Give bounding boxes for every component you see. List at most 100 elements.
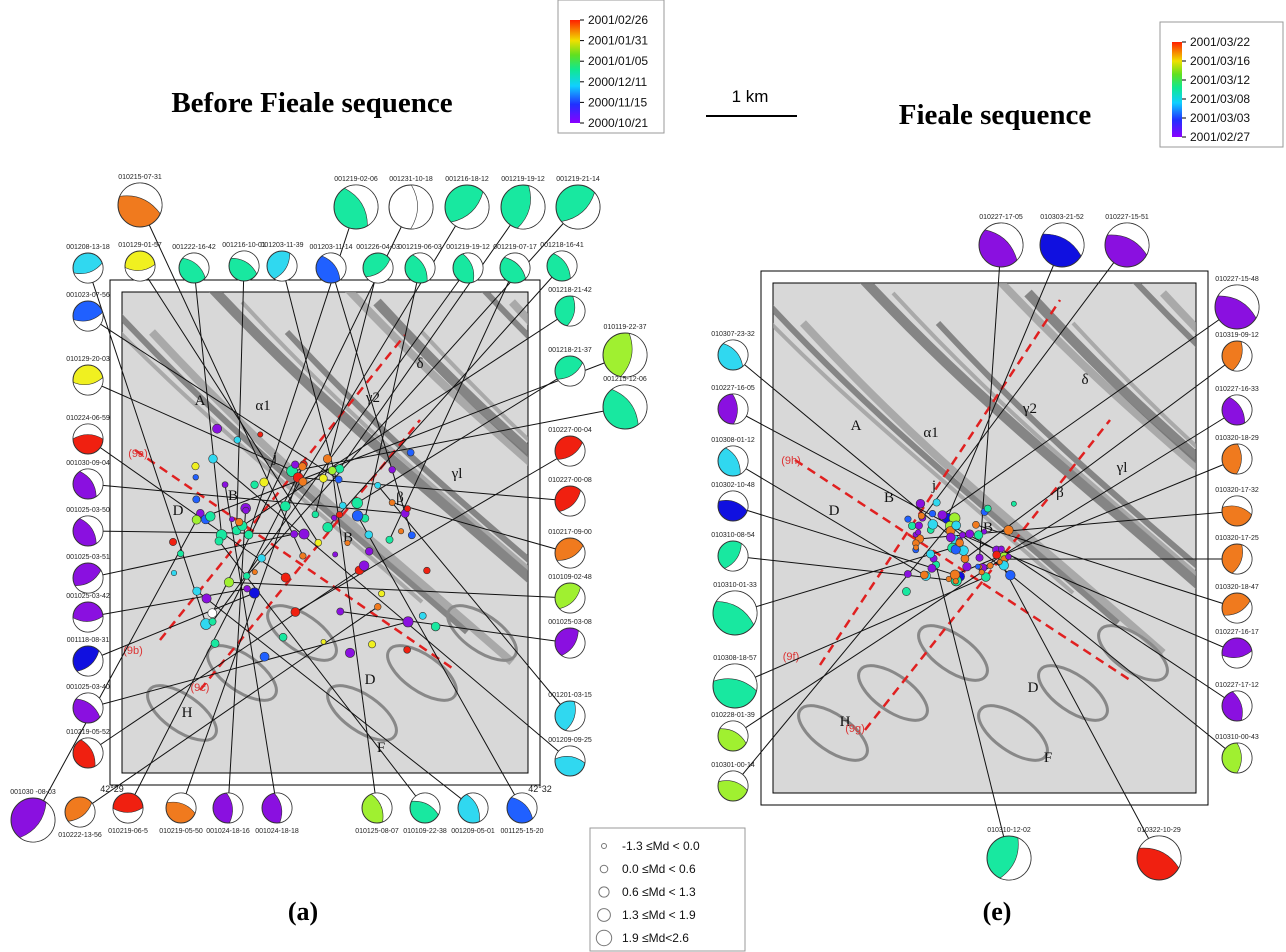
crater	[326, 684, 398, 742]
mechanism-label: 010319-09-12	[1215, 332, 1259, 339]
connector	[139, 204, 304, 557]
mechanism-label: 010109-02-48	[548, 574, 592, 581]
epicenter	[926, 549, 935, 559]
epicenter	[965, 529, 975, 539]
dashed-line	[134, 448, 456, 672]
beachball-nodal	[1235, 443, 1253, 475]
beachball-nodal	[999, 837, 1032, 881]
mechanism-label: 001216-18-12	[445, 176, 489, 183]
mechanism-label: 001025-03-50	[66, 507, 110, 514]
epicenter	[917, 512, 926, 520]
beachball-nodal	[611, 384, 648, 426]
epicenter	[207, 608, 218, 618]
beachball-nodal	[73, 311, 104, 332]
mechanism-label: 010320-18-47	[1215, 584, 1259, 591]
mechanism-label: 001219-02-06	[334, 176, 378, 183]
beachball-nodal	[725, 445, 749, 475]
epicenter	[298, 528, 310, 540]
mechanism-label: 001125-15-20	[500, 828, 543, 835]
mechanism-label: 010310-00-43	[1215, 734, 1259, 741]
epicenter	[244, 530, 254, 540]
mechanism-label: 001025-03-40	[66, 684, 110, 691]
mechanism-label: 001208-13-18	[66, 244, 110, 251]
epicenter	[955, 538, 964, 547]
connector	[1001, 548, 1238, 707]
epicenter	[192, 474, 199, 481]
fault	[1024, 289, 1196, 464]
beachball-nodal	[79, 515, 104, 545]
mechanism-label: 001218-16-41	[540, 242, 584, 249]
legend-label: -1.3 ≤Md < 0.0	[622, 839, 700, 853]
mechanism-label: 010302-10-48	[711, 482, 755, 489]
epicenter	[973, 530, 984, 540]
colorbar-label: 2001/02/27	[1190, 130, 1250, 144]
connector	[331, 470, 378, 809]
beachball-nodal	[343, 184, 379, 227]
epicenter	[298, 477, 308, 487]
beachball-nodal	[450, 191, 490, 230]
map-label: D	[1028, 680, 1039, 696]
connector	[291, 406, 626, 472]
connector	[732, 557, 1005, 737]
mechanism-label: 010125-08-07	[355, 828, 399, 835]
map-label: A	[195, 393, 206, 409]
beachball-nodal	[1231, 690, 1253, 721]
epicenter	[322, 522, 333, 533]
colorbar-label: 2001/03/22	[1190, 35, 1250, 49]
fault	[373, 298, 528, 458]
beachball-nodal	[410, 184, 434, 230]
connector	[298, 477, 571, 502]
mechanism-label: 010217-09-00	[548, 529, 592, 536]
mechanism-label: 010227-16-17	[1215, 629, 1259, 636]
connector	[87, 379, 295, 472]
epicenter	[932, 498, 941, 507]
epicenters	[169, 423, 1017, 662]
map-label: F	[1044, 750, 1052, 766]
epicenter	[406, 448, 415, 457]
epicenter	[257, 431, 264, 438]
connector	[127, 464, 305, 809]
epicenter	[927, 519, 938, 530]
epicenter	[212, 423, 223, 434]
epicenter	[208, 454, 218, 464]
epicenter	[205, 511, 216, 522]
epicenter	[259, 477, 269, 487]
beachball-nodal	[556, 544, 586, 569]
panel-label: (a)	[288, 897, 318, 926]
mechanism-label: 001218-21-37	[548, 347, 592, 354]
beachball-nodal	[411, 792, 441, 816]
connector	[982, 409, 1238, 569]
epicenter	[374, 603, 382, 611]
connector	[314, 267, 379, 515]
beachball-nodal	[561, 629, 586, 659]
beachball-nodal	[462, 252, 484, 283]
epicenter	[311, 510, 320, 519]
epicenter	[1010, 500, 1017, 507]
connector	[377, 485, 571, 717]
epicenter	[243, 572, 251, 580]
beachball-nodal	[503, 252, 531, 280]
beachball-nodal	[1221, 650, 1253, 668]
map-label: δ	[416, 356, 423, 372]
epicenter	[192, 586, 202, 596]
epicenter	[298, 462, 307, 471]
mechanism-label: 010227-15-48	[1215, 276, 1259, 283]
map-label: 42°32	[528, 784, 552, 794]
beachball-nodal	[1042, 223, 1085, 257]
fault	[996, 283, 1196, 472]
crater	[857, 664, 929, 722]
mechanism-label: 010322-10-29	[1137, 827, 1181, 834]
scale-label: 1 km	[732, 87, 769, 106]
map-label: H	[182, 705, 193, 721]
legend-box	[589, 827, 746, 952]
epicenter	[913, 544, 919, 551]
connector	[996, 554, 1160, 859]
epicenter	[251, 569, 258, 575]
fault	[345, 292, 528, 466]
connector	[196, 354, 626, 521]
epicenter	[975, 563, 981, 570]
epicenter	[904, 515, 912, 523]
map-label: γ2	[1022, 401, 1037, 417]
mechanism-label: 001219-07-17	[493, 244, 537, 251]
map-label: j	[272, 450, 277, 466]
